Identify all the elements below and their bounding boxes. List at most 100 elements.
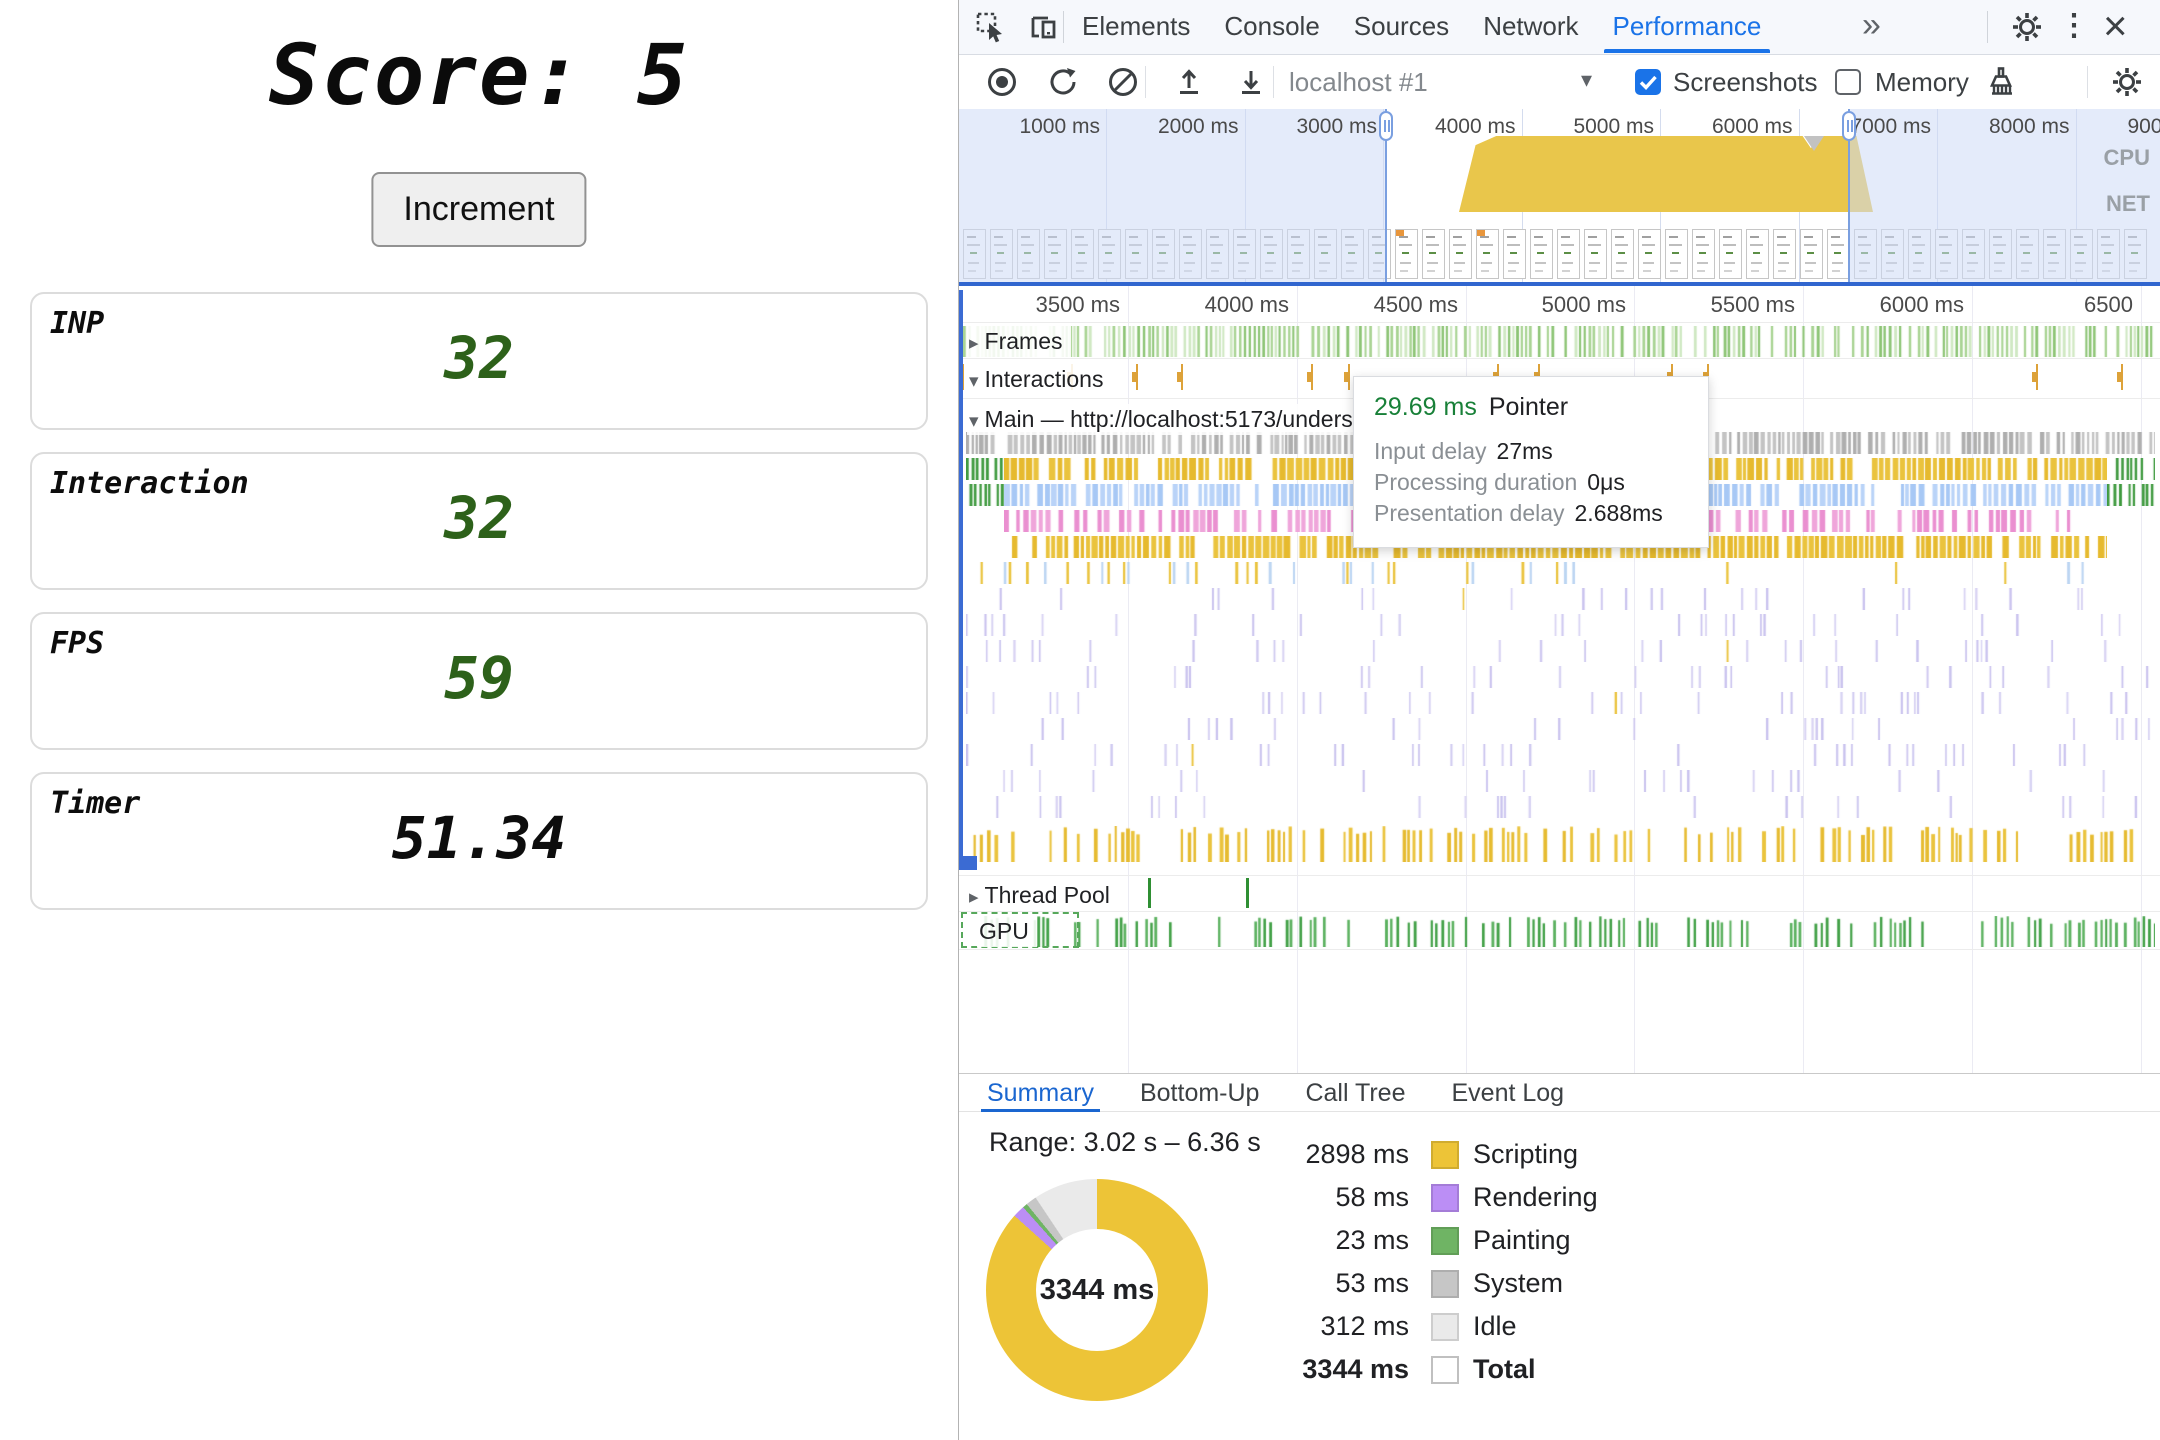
- chevron-right-icon[interactable]: ▸: [969, 333, 979, 354]
- gpu-activity-strip: [963, 916, 2155, 947]
- metric-value: 59: [444, 644, 514, 712]
- tab-network[interactable]: Network: [1483, 11, 1579, 41]
- thumbnail-detail: [1616, 262, 1627, 264]
- main-flame-row: [966, 770, 2155, 792]
- legend-swatch: [1431, 1355, 1459, 1384]
- inspect-element-icon[interactable]: [975, 11, 1007, 43]
- tab-performance[interactable]: Performance: [1596, 0, 1779, 53]
- details-tab-summary[interactable]: Summary: [981, 1074, 1100, 1112]
- thumbnail-detail: [1427, 270, 1435, 272]
- screenshot-thumbnail[interactable]: [1503, 229, 1526, 279]
- screenshots-checkbox-label[interactable]: Screenshots: [1673, 67, 1818, 97]
- details-tab-event-log[interactable]: Event Log: [1451, 1078, 1565, 1107]
- thumbnail-detail: [1402, 252, 1409, 254]
- ruler-tick-label: 9000 ms: [2127, 115, 2160, 138]
- memory-checkbox[interactable]: [1835, 69, 1861, 95]
- track-main[interactable]: ▾ Main — http://localhost:5173/unders: [967, 404, 1361, 435]
- settings-gear-icon[interactable]: [2011, 11, 2043, 43]
- thumbnail-detail: [1426, 244, 1439, 246]
- interaction-marker-knob: [1132, 372, 1137, 382]
- thumbnail-detail: [1805, 270, 1813, 272]
- increment-button[interactable]: Increment: [371, 172, 587, 247]
- dim-overlay: [959, 109, 1386, 282]
- thumbnail-detail: [1453, 236, 1462, 238]
- details-tabbar: Summary Bottom-Up Call Tree Event Log: [959, 1073, 2160, 1112]
- legend-value: 2898 ms: [1305, 1139, 1409, 1169]
- history-select[interactable]: localhost #1: [1289, 67, 1428, 97]
- download-profile-icon[interactable]: [1235, 66, 1267, 98]
- thumbnail-detail: [1615, 244, 1628, 246]
- legend-label: Scripting: [1473, 1139, 1579, 1169]
- main-flame-row: [966, 484, 1004, 506]
- thumbnail-detail: [1562, 270, 1570, 272]
- thumbnail-detail: [1670, 270, 1678, 272]
- screenshot-thumbnail[interactable]: [1827, 229, 1850, 279]
- legend-swatch: [1431, 1140, 1459, 1169]
- timeline-panel[interactable]: 3500 ms 4000 ms 4500 ms 5000 ms 5500 ms 6000 …: [959, 286, 2160, 1073]
- chevron-right-icon[interactable]: ▸: [969, 887, 979, 908]
- devtools-tab-strip: Elements Console Sources Network Performance: [1065, 0, 1778, 53]
- chevron-down-icon[interactable]: ▾: [969, 411, 979, 432]
- screenshot-thumbnail[interactable]: [1395, 229, 1418, 279]
- device-toolbar-icon[interactable]: [1027, 11, 1059, 43]
- screenshot-thumbnail[interactable]: [1746, 229, 1769, 279]
- tab-sources[interactable]: Sources: [1353, 11, 1450, 41]
- tab-elements[interactable]: Elements: [1082, 11, 1191, 41]
- screenshots-checkbox[interactable]: [1635, 69, 1661, 95]
- thumbnail-detail: [1399, 236, 1408, 238]
- screenshot-thumbnail[interactable]: [1719, 229, 1742, 279]
- metric-value: 32: [444, 484, 514, 552]
- details-tab-call-tree[interactable]: Call Tree: [1305, 1078, 1406, 1107]
- timeline-overview[interactable]: 1000 ms 2000 ms 3000 ms 4000 ms 5000 ms 6000 …: [959, 109, 2160, 282]
- screenshot-thumbnail[interactable]: [1449, 229, 1472, 279]
- screenshot-thumbnail[interactable]: [1422, 229, 1445, 279]
- screenshot-thumbnail[interactable]: [1800, 229, 1823, 279]
- screenshot-thumbnail[interactable]: [1557, 229, 1580, 279]
- close-devtools-icon[interactable]: ×: [2103, 2, 2128, 49]
- ruler-tick-label: 2000 ms: [1157, 115, 1239, 138]
- selection-handle[interactable]: [1379, 111, 1393, 141]
- track-gpu[interactable]: GPU: [977, 916, 1037, 947]
- metric-label: Interaction: [50, 466, 249, 501]
- thumbnail-detail: [1751, 262, 1762, 264]
- metric-label: Timer: [50, 786, 141, 821]
- thumbnail-detail: [1804, 244, 1817, 246]
- kebab-menu-icon[interactable]: ⋮: [2059, 9, 2089, 42]
- record-icon[interactable]: [986, 66, 1018, 98]
- garbage-collect-icon[interactable]: [1985, 66, 2017, 98]
- grip-line: [1847, 120, 1849, 132]
- thumbnail-detail: [1589, 270, 1597, 272]
- chevron-down-icon[interactable]: ▾: [1581, 67, 1593, 92]
- main-flame-row: [966, 826, 2155, 862]
- chevron-down-icon[interactable]: ▾: [969, 371, 979, 392]
- details-tab-bottom-up[interactable]: Bottom-Up: [1139, 1078, 1260, 1107]
- screenshot-thumbnail[interactable]: [1611, 229, 1634, 279]
- thumbnail-detail: [1591, 252, 1598, 254]
- memory-checkbox-label[interactable]: Memory: [1875, 67, 1969, 97]
- screenshot-thumbnail[interactable]: [1476, 229, 1499, 279]
- overview-timeline-divider: [959, 282, 2160, 286]
- upload-profile-icon[interactable]: [1173, 66, 1205, 98]
- thumbnail-detail: [1399, 244, 1412, 246]
- screenshot-thumbnail[interactable]: [1692, 229, 1715, 279]
- divider: [959, 949, 2160, 950]
- metric-label: INP: [50, 306, 105, 341]
- screenshot-thumbnail[interactable]: [1773, 229, 1796, 279]
- ruler-tick-label: 6000 ms: [1711, 115, 1793, 138]
- grip-line: [1384, 120, 1386, 132]
- reload-record-icon[interactable]: [1047, 66, 1079, 98]
- clear-icon[interactable]: [1107, 66, 1139, 98]
- screenshot-thumbnail[interactable]: [1530, 229, 1553, 279]
- main-flame-row: [966, 796, 2155, 818]
- more-tabs-chevron[interactable]: »: [1862, 6, 1881, 44]
- selection-handle[interactable]: [1842, 111, 1856, 141]
- capture-settings-gear-icon[interactable]: [2111, 66, 2143, 98]
- cpu-activity-notch: [1804, 136, 1824, 151]
- track-thread-pool[interactable]: ▸ Thread Pool: [967, 880, 1118, 911]
- screenshot-thumbnail[interactable]: [1584, 229, 1607, 279]
- tab-console[interactable]: Console: [1224, 11, 1320, 41]
- track-frames[interactable]: ▸ Frames: [967, 326, 1071, 357]
- screenshot-thumbnail[interactable]: [1638, 229, 1661, 279]
- track-interactions[interactable]: ▾ Interactions: [967, 364, 1112, 395]
- screenshot-thumbnail[interactable]: [1665, 229, 1688, 279]
